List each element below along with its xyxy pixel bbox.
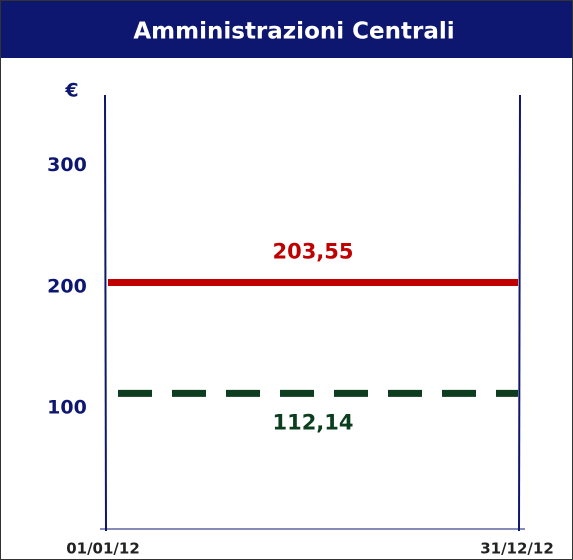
- data-label: 112,14: [272, 410, 353, 434]
- y-tick-label: 200: [47, 275, 87, 297]
- y-tick-label: 300: [47, 154, 87, 176]
- title-bar: [1, 1, 572, 58]
- data-label: 203,55: [272, 239, 353, 263]
- x-tick-label: 31/12/12: [480, 540, 554, 558]
- y-unit: €: [64, 80, 78, 102]
- y-tick-label: 100: [47, 397, 87, 419]
- right-axis: [518, 94, 521, 532]
- y-axis: [104, 94, 107, 532]
- chart-title: Amministrazioni Centrali: [133, 19, 454, 45]
- x-tick-label: 01/01/12: [66, 540, 140, 558]
